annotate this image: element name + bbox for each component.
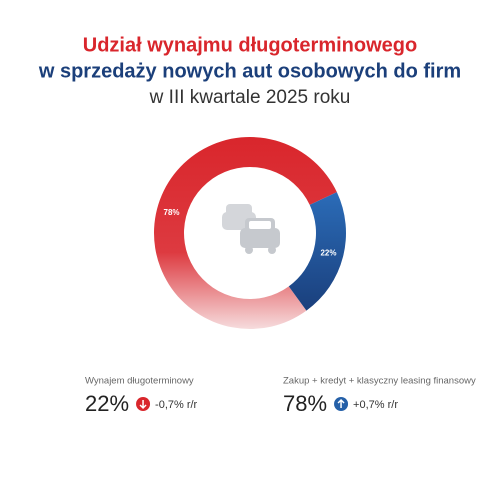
value-label: 22%: [320, 248, 336, 257]
donut-segment: [288, 192, 346, 311]
stat-change: +0,7% r/r: [353, 399, 398, 411]
stat-value: 22%: [85, 391, 129, 416]
donut-segment: [153, 136, 337, 329]
stat-label: Zakup + kredyt + klasyczny leasing finan…: [283, 376, 476, 387]
title-line: w III kwartale 2025 roku: [149, 87, 351, 108]
change-arrow: [136, 397, 151, 411]
arrow: [139, 400, 147, 410]
stat-change: -0,7% r/r: [155, 399, 198, 411]
car-icon: [222, 204, 280, 254]
title-line: w sprzedaży nowych aut osobowych do firm: [38, 60, 461, 82]
arrow: [337, 398, 345, 408]
change-arrow: [334, 397, 349, 411]
stat-label: Wynajem długoterminowy: [85, 376, 194, 387]
value-label: 78%: [164, 208, 180, 217]
title-line: Udział wynajmu długoterminowego: [83, 34, 417, 56]
stat-value: 78%: [283, 391, 327, 416]
